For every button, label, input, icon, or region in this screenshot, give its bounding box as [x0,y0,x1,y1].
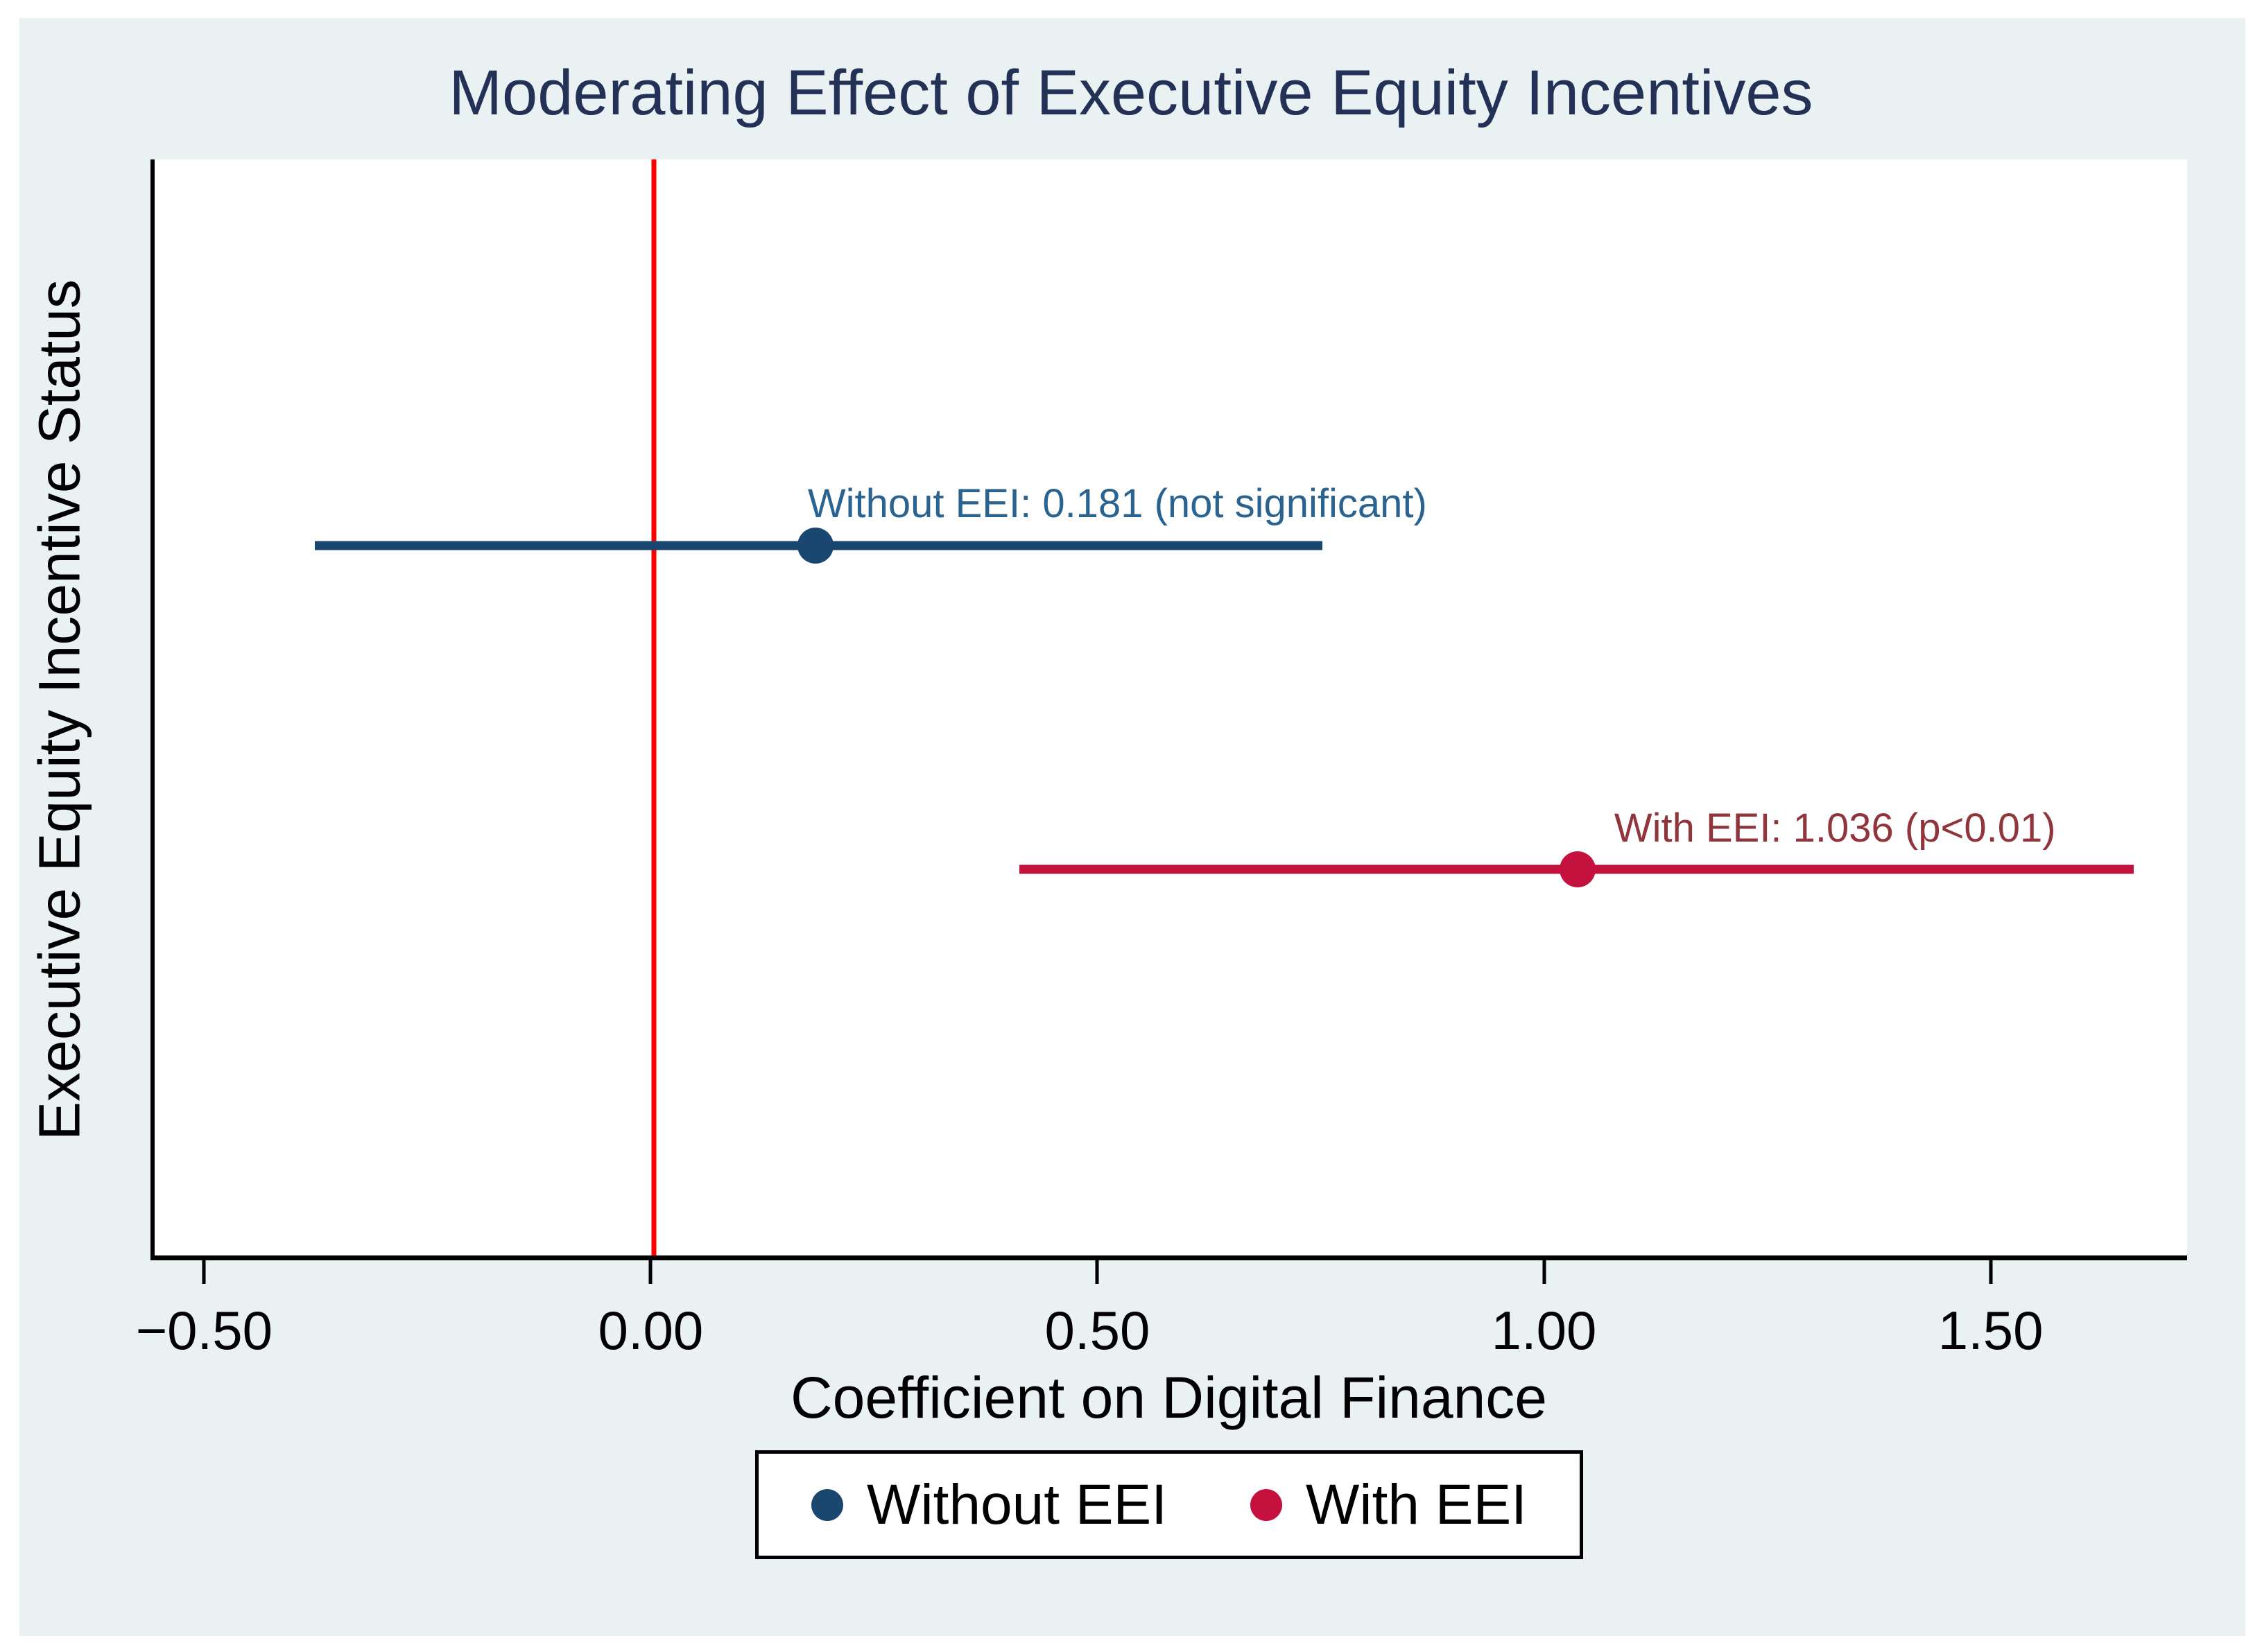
annotation-without-eei: Without EEI: 0.181 (not significant) [807,480,1427,526]
legend: Without EEI With EEI [755,1450,1583,1559]
x-tick-label: 1.00 [1491,1300,1597,1361]
annotation-with-eei: With EEI: 1.036 (p<0.01) [1614,805,2056,851]
x-tick-mark [1095,1260,1099,1284]
x-tick-mark [202,1260,206,1284]
zero-reference-line [651,159,657,1255]
legend-item: Without EEI [811,1472,1167,1538]
x-axis-title: Coefficient on Digital Finance [790,1365,1548,1430]
x-tick-label: 0.00 [598,1300,704,1361]
x-tick-label: 1.50 [1937,1300,2044,1361]
x-tick-label: −0.50 [135,1300,273,1361]
chart-title: Moderating Effect of Executive Equity In… [449,58,1813,128]
point-marker-without-eei [797,527,834,564]
plot-area: Without EEI: 0.181 (not significant) With… [150,159,2187,1260]
legend-dot-icon [1250,1488,1282,1521]
legend-item: With EEI [1250,1472,1527,1538]
x-tick-mark [1989,1260,1993,1284]
x-tick-mark [648,1260,653,1284]
x-tick-label: 0.50 [1044,1300,1150,1361]
y-axis-title: Executive Equity Incentive Status [26,279,92,1140]
legend-label: Without EEI [867,1472,1167,1536]
legend-dot-icon [811,1488,844,1521]
x-axis: −0.50 0.00 0.50 1.00 1.50 [136,1260,2187,1378]
point-marker-with-eei [1559,851,1596,888]
legend-label: With EEI [1306,1472,1527,1536]
x-tick-mark [1542,1260,1546,1284]
